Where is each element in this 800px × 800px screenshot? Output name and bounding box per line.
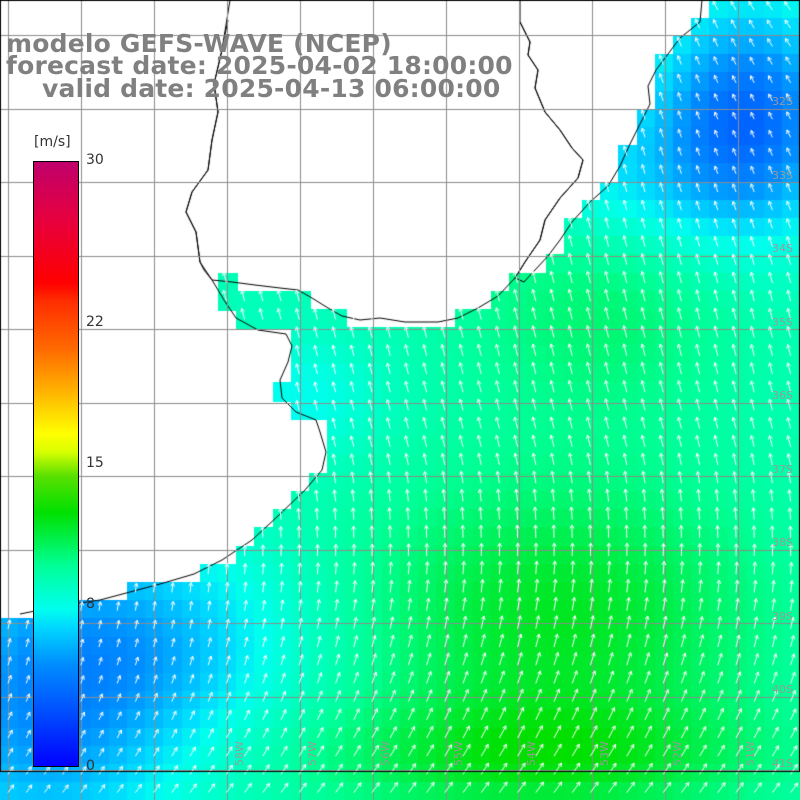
longitude-label: 57W	[306, 741, 319, 766]
colorbar-tick-label: 0	[86, 758, 95, 774]
colorbar-tick-label: 8	[86, 596, 95, 613]
longitude-label: 52W	[671, 741, 684, 766]
latitude-label: 41S	[772, 756, 793, 770]
latitude-label: 32S	[772, 95, 793, 108]
longitude-label: 55W	[452, 741, 465, 766]
longitude-label: 56W	[379, 741, 392, 766]
longitude-label: 51W	[744, 741, 757, 766]
latitude-label: 39S	[772, 609, 793, 623]
latitude-label: 40S	[772, 683, 793, 696]
latitude-label: 34S	[772, 242, 793, 255]
latitude-label: 38S	[772, 536, 793, 549]
longitude-label: 58W	[233, 741, 246, 766]
longitude-label: 54W	[525, 741, 538, 766]
latitude-label: 37S	[772, 462, 793, 476]
wind-speed-colorbar	[33, 161, 79, 767]
colorbar-tick-label: 30	[86, 152, 104, 168]
colorbar-tick-label: 22	[86, 313, 104, 330]
colorbar-tick-label: 15	[86, 455, 104, 471]
latitude-label: 33S	[772, 168, 793, 182]
latitude-label: 36S	[772, 389, 793, 402]
latitude-label: 35S	[772, 315, 793, 329]
forecast-date: forecast date: 2025-04-02 18:00:00	[6, 51, 513, 80]
model-title: modelo GEFS-WAVE (NCEP)	[6, 29, 392, 58]
longitude-label: 53W	[598, 741, 611, 766]
valid-date: valid date: 2025-04-13 06:00:00	[42, 74, 501, 103]
colorbar-unit: [m/s]	[34, 134, 71, 150]
